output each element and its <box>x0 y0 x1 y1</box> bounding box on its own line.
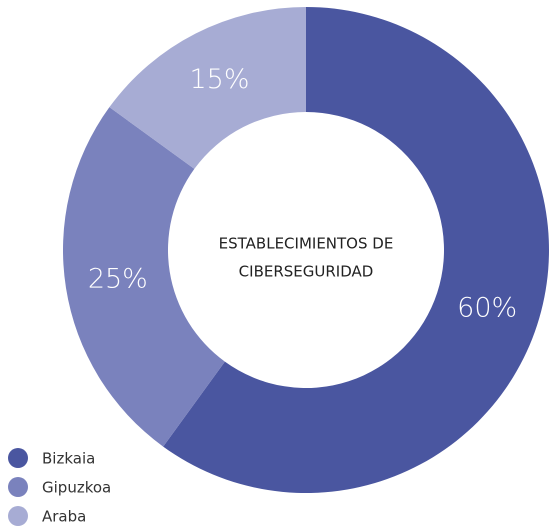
value-label: 15% <box>190 64 250 95</box>
legend-label: Araba <box>42 508 86 526</box>
slice <box>62 107 225 447</box>
slice <box>163 7 549 493</box>
donut <box>62 7 549 493</box>
legend-swatch <box>8 477 28 497</box>
center-title: ESTABLECIMIENTOS DE <box>219 235 394 253</box>
value-label: 60% <box>457 292 517 323</box>
slice <box>109 7 306 169</box>
value-label: 25% <box>88 263 148 294</box>
legend-swatch <box>8 506 28 526</box>
center-title: CIBERSEGURIDAD <box>239 263 374 281</box>
legend-label: Gipuzkoa <box>42 479 111 497</box>
legend-swatch <box>8 448 28 468</box>
legend-label: Bizkaia <box>42 450 95 468</box>
